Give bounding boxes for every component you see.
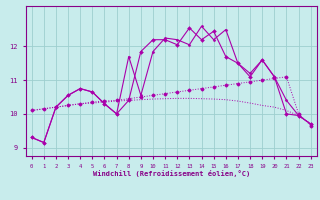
X-axis label: Windchill (Refroidissement éolien,°C): Windchill (Refroidissement éolien,°C) bbox=[92, 170, 250, 177]
